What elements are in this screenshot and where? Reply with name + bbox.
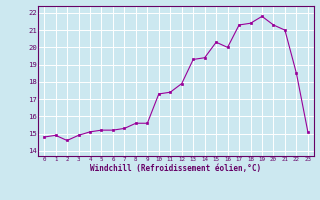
X-axis label: Windchill (Refroidissement éolien,°C): Windchill (Refroidissement éolien,°C) [91,164,261,173]
